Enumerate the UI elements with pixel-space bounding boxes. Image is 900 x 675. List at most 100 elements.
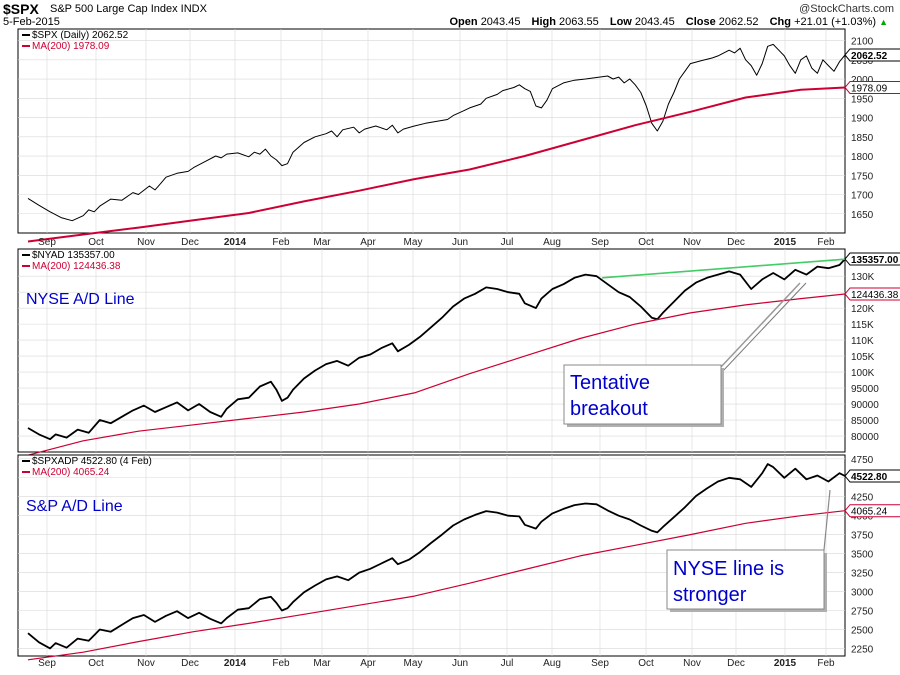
price-line: [27, 43, 846, 222]
price-value-tag: 135357.00: [844, 252, 900, 266]
x-tick-label: Nov: [683, 658, 701, 669]
x-tick-label: Sep: [38, 237, 56, 248]
x-tick-label: 2015: [774, 658, 797, 669]
chg-value: +21.01 (+1.03%): [794, 16, 877, 28]
x-tick-label: 2014: [224, 237, 247, 248]
close-label: Close: [685, 16, 716, 28]
svg-text:124436.38: 124436.38: [851, 290, 899, 301]
x-tick-label: May: [404, 237, 423, 248]
legend-entry: $NYAD 135357.00: [32, 250, 115, 261]
ma200-line: [27, 293, 846, 456]
x-tick-label: Feb: [272, 237, 290, 248]
svg-text:2062.52: 2062.52: [851, 51, 888, 62]
x-tick-label: Dec: [181, 658, 199, 669]
y-tick-label: 1950: [851, 94, 874, 105]
x-tick-label: 2015: [774, 237, 797, 248]
y-tick-label: 130K: [851, 272, 875, 283]
price-value-tag: 4522.80: [844, 469, 900, 483]
y-tick-label: 3750: [851, 531, 874, 542]
y-tick-label: 1700: [851, 191, 874, 202]
ma200-line: [27, 510, 846, 661]
x-tick-label: Mar: [313, 658, 331, 669]
high-value: 2063.55: [559, 16, 599, 28]
svg-text:135357.00: 135357.00: [851, 255, 899, 266]
close-value: 2062.52: [718, 16, 759, 28]
x-tick-label: Dec: [181, 237, 199, 248]
low-label: Low: [609, 16, 632, 28]
y-tick-label: 2500: [851, 625, 874, 636]
x-tick-label: Nov: [137, 237, 155, 248]
y-tick-label: 4250: [851, 493, 874, 504]
open-label: Open: [449, 16, 478, 28]
y-tick-label: 3500: [851, 550, 874, 561]
svg-text:1978.09: 1978.09: [851, 83, 888, 94]
legend-entry: $SPXADP 4522.80 (4 Feb): [32, 456, 152, 467]
annotations-layer: Tentative breakout NYSE line is stronger: [563, 282, 831, 612]
ma-value-tag: 1978.09: [844, 80, 900, 94]
y-tick-label: 2250: [851, 644, 874, 655]
y-tick-label: 1750: [851, 171, 874, 182]
svg-text:4065.24: 4065.24: [851, 507, 888, 518]
breakout-text-line1: Tentative: [570, 372, 650, 394]
panel-1: 1650170017501800185019001950200020502100…: [17, 28, 900, 248]
y-tick-label: 3250: [851, 569, 874, 580]
trendline: [602, 258, 846, 279]
symbol-description: S&P 500 Large Cap Index INDX: [50, 3, 207, 15]
x-tick-label: Feb: [817, 237, 835, 248]
low-value: 2043.45: [634, 16, 675, 28]
chart-header: $SPX S&P 500 Large Cap Index INDX @Stock…: [0, 0, 900, 28]
x-tick-label: Nov: [137, 658, 155, 669]
y-tick-label: 2000: [851, 75, 874, 86]
nyse-text-line2: stronger: [673, 584, 747, 606]
breakout-pointer-2: [721, 282, 807, 373]
x-tick-label: Dec: [727, 237, 745, 248]
x-tick-label: Oct: [88, 237, 104, 248]
legend-entry: $SPX (Daily) 2062.52: [32, 30, 129, 41]
y-tick-label: 1850: [851, 133, 874, 144]
chg-label: Chg: [769, 16, 791, 28]
ma-value-tag: 4065.24: [844, 504, 900, 518]
y-tick-label: 80000: [851, 432, 879, 443]
breakout-text-line2: breakout: [570, 398, 648, 420]
breakout-pointer-1: [719, 282, 801, 369]
x-tick-label: Feb: [272, 658, 290, 669]
brand-label: @StockCharts.com: [799, 3, 894, 15]
nyse-text-line1: NYSE line is: [673, 558, 784, 580]
x-tick-label: Oct: [88, 658, 104, 669]
x-tick-label: Feb: [817, 658, 835, 669]
x-tick-label: May: [404, 658, 423, 669]
y-tick-label: 1800: [851, 152, 874, 163]
legend-entry: MA(200) 4065.24: [32, 467, 110, 478]
price-value-tag: 2062.52: [844, 48, 900, 62]
ohlc-readout: Open 2043.45 High 2063.55 Low 2043.45 Cl…: [450, 16, 889, 28]
y-tick-label: 2100: [851, 37, 874, 48]
x-tick-label: Aug: [543, 658, 561, 669]
date-label: 5-Feb-2015: [3, 16, 60, 28]
x-tick-label: Aug: [543, 237, 561, 248]
x-tick-label: Sep: [38, 658, 56, 669]
y-tick-label: 110K: [851, 336, 874, 347]
up-triangle-icon: ▲: [879, 17, 888, 27]
x-tick-label: Jul: [501, 658, 514, 669]
legend-entry: MA(200) 124436.38: [32, 261, 121, 272]
panel-2: 80000 85000 90000 95000 100K 105K 110K 115K 120K…: [17, 248, 900, 456]
y-tick-label: 100K: [851, 368, 875, 379]
x-tick-label: Oct: [638, 658, 654, 669]
x-tick-label: Jul: [501, 237, 514, 248]
high-label: High: [531, 16, 556, 28]
y-tick-label: 115K: [851, 320, 874, 331]
x-tick-label: Mar: [313, 237, 331, 248]
x-tick-label: Sep: [591, 658, 609, 669]
legend: $SPXADP 4522.80 (4 Feb)MA(200) 4065.24: [22, 456, 152, 478]
open-value: 2043.45: [480, 16, 521, 28]
panel-label: S&P A/D Line: [26, 498, 123, 515]
y-tick-label: 85000: [851, 416, 879, 427]
price-line: [27, 258, 846, 441]
y-tick-label: 120K: [851, 304, 875, 315]
panel-3: 2250250027503000325035003750400042504500…: [17, 454, 900, 669]
x-tick-label: Jun: [452, 237, 468, 248]
ma-value-tag: 124436.38: [844, 287, 900, 301]
